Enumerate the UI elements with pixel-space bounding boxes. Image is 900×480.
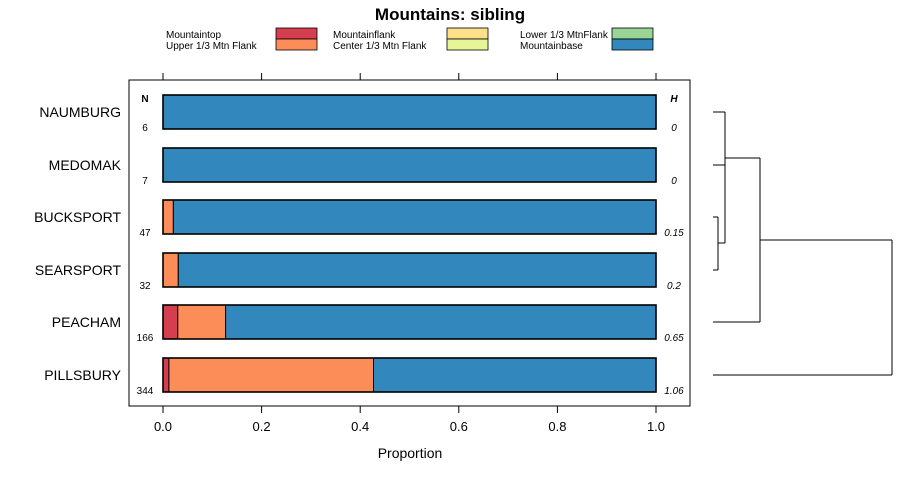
bar-segment-pillsbury-mountaintop bbox=[162, 357, 170, 393]
category-label-naumburg: NAUMBURG bbox=[39, 104, 121, 120]
x-axis: 0.0 0.2 0.4 0.6 0.8 1.0 bbox=[154, 73, 665, 434]
bar-outline-bucksport bbox=[162, 199, 657, 235]
bar-outline-searsport bbox=[162, 252, 657, 288]
n-value-pillsbury: 344 bbox=[137, 386, 154, 397]
x-tick-label: 0.4 bbox=[351, 419, 369, 434]
legend-swatch-lower-1-3-mtnflank bbox=[611, 27, 654, 40]
n-column-header: N bbox=[141, 94, 148, 105]
plot-frame bbox=[128, 79, 691, 407]
bar-segment-pillsbury-upper-1-3-mtn-flank bbox=[168, 357, 375, 393]
bar-segment-pillsbury-mountainbase bbox=[373, 357, 657, 393]
bar-segment-bucksport-upper-1-3-mtn-flank bbox=[162, 199, 174, 235]
x-tick-label: 0.0 bbox=[154, 419, 172, 434]
h-value-peacham: 0.65 bbox=[664, 333, 684, 344]
h-value-pillsbury: 1.06 bbox=[664, 386, 684, 397]
n-value-medomak: 7 bbox=[142, 176, 148, 187]
bar-segment-peacham-upper-1-3-mtn-flank bbox=[177, 304, 227, 340]
h-value-searsport: 0.2 bbox=[667, 281, 681, 292]
x-tick-label: 1.0 bbox=[647, 419, 665, 434]
legend-swatch-upper-1-3-mtn-flank bbox=[275, 38, 318, 51]
bar-segment-naumburg-mountainbase bbox=[162, 94, 657, 130]
dendrogram bbox=[713, 111, 893, 376]
n-value-bucksport: 47 bbox=[139, 228, 151, 239]
legend-label-mountainflank: Mountainflank bbox=[333, 30, 396, 41]
category-label-medomak: MEDOMAK bbox=[49, 157, 122, 173]
chart-title: Mountains: sibling bbox=[375, 5, 525, 24]
bar-segment-searsport-upper-1-3-mtn-flank bbox=[162, 252, 179, 288]
legend-label-lower-1-3-mtnflank: Lower 1/3 MtnFlank bbox=[520, 30, 609, 41]
legend-swatch-center-1-3-mtn-flank bbox=[446, 38, 489, 51]
bar-segment-peacham-mountaintop bbox=[162, 304, 179, 340]
legend-label-upper-1-3-mtn-flank: Upper 1/3 Mtn Flank bbox=[166, 41, 258, 52]
bar-segment-medomak-mountainbase bbox=[162, 147, 657, 183]
legend-swatch-mountaintop bbox=[275, 27, 318, 40]
h-value-naumburg: 0 bbox=[671, 123, 677, 134]
bars: NAUMBURG 6 0 MEDOMAK 7 0 BUCKSPORT 47 0.15 SEARSP… bbox=[34, 94, 684, 397]
legend-swatch-mountainflank bbox=[446, 27, 489, 40]
x-tick-label: 0.8 bbox=[548, 419, 566, 434]
h-column-header: H bbox=[670, 94, 678, 105]
x-tick-label: 0.6 bbox=[450, 419, 468, 434]
bar-segment-peacham-mountainbase bbox=[225, 304, 657, 340]
category-label-pillsbury: PILLSBURY bbox=[44, 367, 121, 383]
legend-swatch-mountainbase bbox=[611, 38, 654, 51]
bar-segment-searsport-mountainbase bbox=[177, 252, 657, 288]
h-value-bucksport: 0.15 bbox=[664, 228, 684, 239]
category-label-bucksport: BUCKSPORT bbox=[34, 209, 121, 225]
legend-label-center-1-3-mtn-flank: Center 1/3 Mtn Flank bbox=[333, 41, 427, 52]
bar-outline-pillsbury bbox=[162, 357, 657, 393]
category-label-peacham: PEACHAM bbox=[52, 314, 121, 330]
bar-outline-naumburg bbox=[162, 94, 657, 130]
x-axis-title: Proportion bbox=[378, 445, 443, 461]
bar-outline-peacham bbox=[162, 304, 657, 340]
n-value-naumburg: 6 bbox=[142, 123, 148, 134]
legend-label-mountainbase: Mountainbase bbox=[520, 41, 583, 52]
bar-outline-medomak bbox=[162, 147, 657, 183]
bar-segment-bucksport-mountainbase bbox=[172, 199, 657, 235]
category-label-searsport: SEARSPORT bbox=[35, 262, 122, 278]
legend-label-mountaintop: Mountaintop bbox=[166, 30, 221, 41]
n-value-peacham: 166 bbox=[137, 333, 154, 344]
x-tick-label: 0.2 bbox=[253, 419, 271, 434]
h-value-medomak: 0 bbox=[671, 176, 677, 187]
n-value-searsport: 32 bbox=[139, 281, 151, 292]
